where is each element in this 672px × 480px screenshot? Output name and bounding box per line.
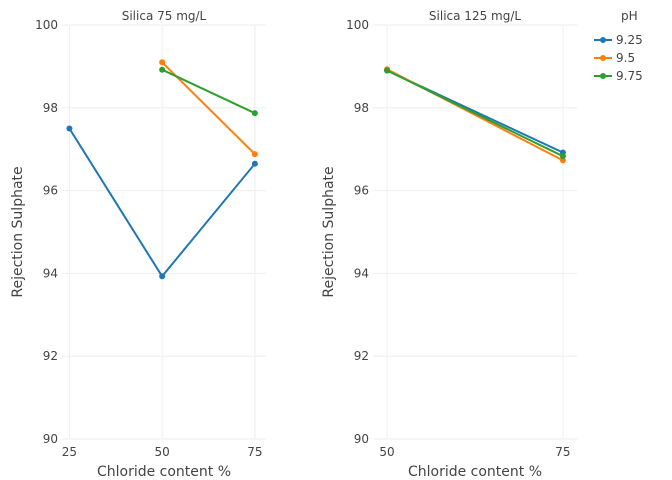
y-tick-label: 92	[354, 349, 369, 363]
x-axis-title: Chloride content %	[97, 464, 231, 480]
series-line-9-75	[386, 69, 564, 158]
data-point-9-5	[559, 157, 566, 164]
legend: pH 9.25 9.5 9.75	[594, 9, 643, 83]
x-axis-title: Chloride content %	[408, 464, 542, 480]
y-tick-label: 92	[43, 349, 58, 363]
data-point-9-25	[159, 273, 166, 280]
y-tick-label: 100	[346, 18, 369, 32]
legend-swatch-marker	[600, 73, 606, 79]
y-tick-label: 96	[43, 184, 58, 198]
legend-label: 9.25	[616, 33, 643, 47]
panel-silica-125: 90 92 94 96 98 100 50 75 Silica 125 mg/L Chloride…	[321, 9, 577, 480]
y-tick-label: 96	[354, 184, 369, 198]
y-axis-title: Rejection Sulphate	[10, 166, 26, 297]
data-point-9-25	[251, 160, 258, 167]
x-tick-label: 25	[62, 445, 77, 459]
y-tick-label: 100	[35, 18, 58, 32]
data-point-9-75	[384, 67, 391, 74]
x-tick-label: 50	[155, 445, 170, 459]
legend-label: 9.5	[616, 51, 635, 65]
legend-label: 9.75	[616, 69, 643, 83]
y-tick-label: 90	[43, 432, 58, 446]
data-point-9-5	[251, 151, 258, 158]
y-tick-label: 98	[354, 101, 369, 115]
data-point-9-5	[159, 59, 166, 66]
x-tick-label: 75	[247, 445, 262, 459]
y-axis-title: Rejection Sulphate	[321, 166, 337, 297]
y-tick-label: 98	[43, 101, 58, 115]
panel-title: Silica 75 mg/L	[122, 9, 207, 23]
y-tick-label: 94	[354, 266, 369, 280]
data-point-9-75	[559, 153, 566, 160]
series-line-9-75	[161, 68, 256, 115]
data-point-9-25	[66, 125, 73, 132]
legend-swatch-marker	[600, 37, 606, 43]
data-point-9-75	[159, 66, 166, 73]
y-tick-label: 94	[43, 266, 58, 280]
x-tick-label: 50	[379, 445, 394, 459]
legend-swatch-marker	[600, 55, 606, 61]
x-tick-label: 75	[555, 445, 570, 459]
data-point-9-75	[251, 110, 258, 117]
legend-title: pH	[621, 9, 638, 23]
y-tick-label: 90	[354, 432, 369, 446]
panel-title: Silica 125 mg/L	[429, 9, 521, 23]
panel-silica-75: 90 92 94 96 98 100 25 50 75 Silica 75 mg/L Chlorid…	[10, 9, 266, 480]
